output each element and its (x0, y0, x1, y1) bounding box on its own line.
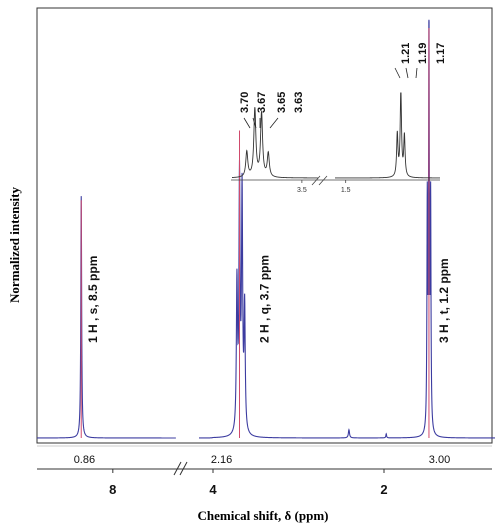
inset-line-1 (231, 107, 318, 179)
x-tick-label: 2 (380, 482, 387, 497)
integral-value-3: 3.00 (429, 454, 450, 466)
axis-break-mark (173, 461, 182, 476)
y-axis-title: Normalized intensity (7, 187, 22, 303)
x-tick-label: 8 (109, 482, 116, 497)
peak-label-3: 3 H , t, 1.2 ppm (437, 258, 451, 343)
inset-leader-line (269, 117, 279, 129)
inset-leader-line (252, 117, 257, 129)
inset-break-mark (318, 175, 328, 186)
main-spectrum (37, 19, 495, 439)
inset-break-mark (311, 175, 321, 186)
peak-labels: 1 H , s, 8.5 ppm 2 H , q, 3.7 ppm 3 H , t,… (86, 255, 451, 343)
inset-peak-label: 3.63 (293, 92, 305, 113)
axis-break-mark (179, 461, 188, 476)
integral-value-2: 2.16 (211, 454, 232, 466)
inset-peak-label: 3.65 (276, 92, 288, 113)
inset-leader-line (243, 117, 251, 129)
inset-leader-line (405, 67, 409, 79)
inset-chart: 3.5 3.70 3.67 3.65 3.63 1.5 1.21 1.19 1.17 (231, 43, 447, 194)
inset-leader-line (415, 67, 418, 79)
inset-peak-label: 1.21 (400, 43, 412, 64)
x-tick-label: 4 (209, 482, 217, 497)
inset-peak-label: 1.17 (435, 43, 447, 64)
inset-peak-label: 3.67 (256, 92, 268, 113)
inset-leader-line (394, 67, 401, 79)
integral-values: 0.86 2.16 3.00 (37, 445, 492, 466)
plot-frame (36, 7, 493, 444)
spectrum-line-segment-2 (199, 19, 495, 439)
peak-label-1: 1 H , s, 8.5 ppm (86, 256, 100, 343)
frame-group (36, 7, 493, 476)
inset-tick-label: 3.5 (297, 187, 307, 194)
peak-label-2: 2 H , q, 3.7 ppm (258, 255, 272, 343)
inset-peak-label: 1.19 (417, 43, 429, 64)
inset-peak-label: 3.70 (239, 92, 251, 113)
integral-value-1: 0.86 (74, 454, 95, 466)
inset-line-2 (335, 92, 440, 179)
spectrum-line-segment-1 (37, 196, 176, 439)
inset-tick-label: 1.5 (341, 187, 351, 194)
x-axis-ticks: 8 4 2 (109, 469, 388, 497)
x-axis-title: Chemical shift, δ (ppm) (198, 508, 329, 523)
